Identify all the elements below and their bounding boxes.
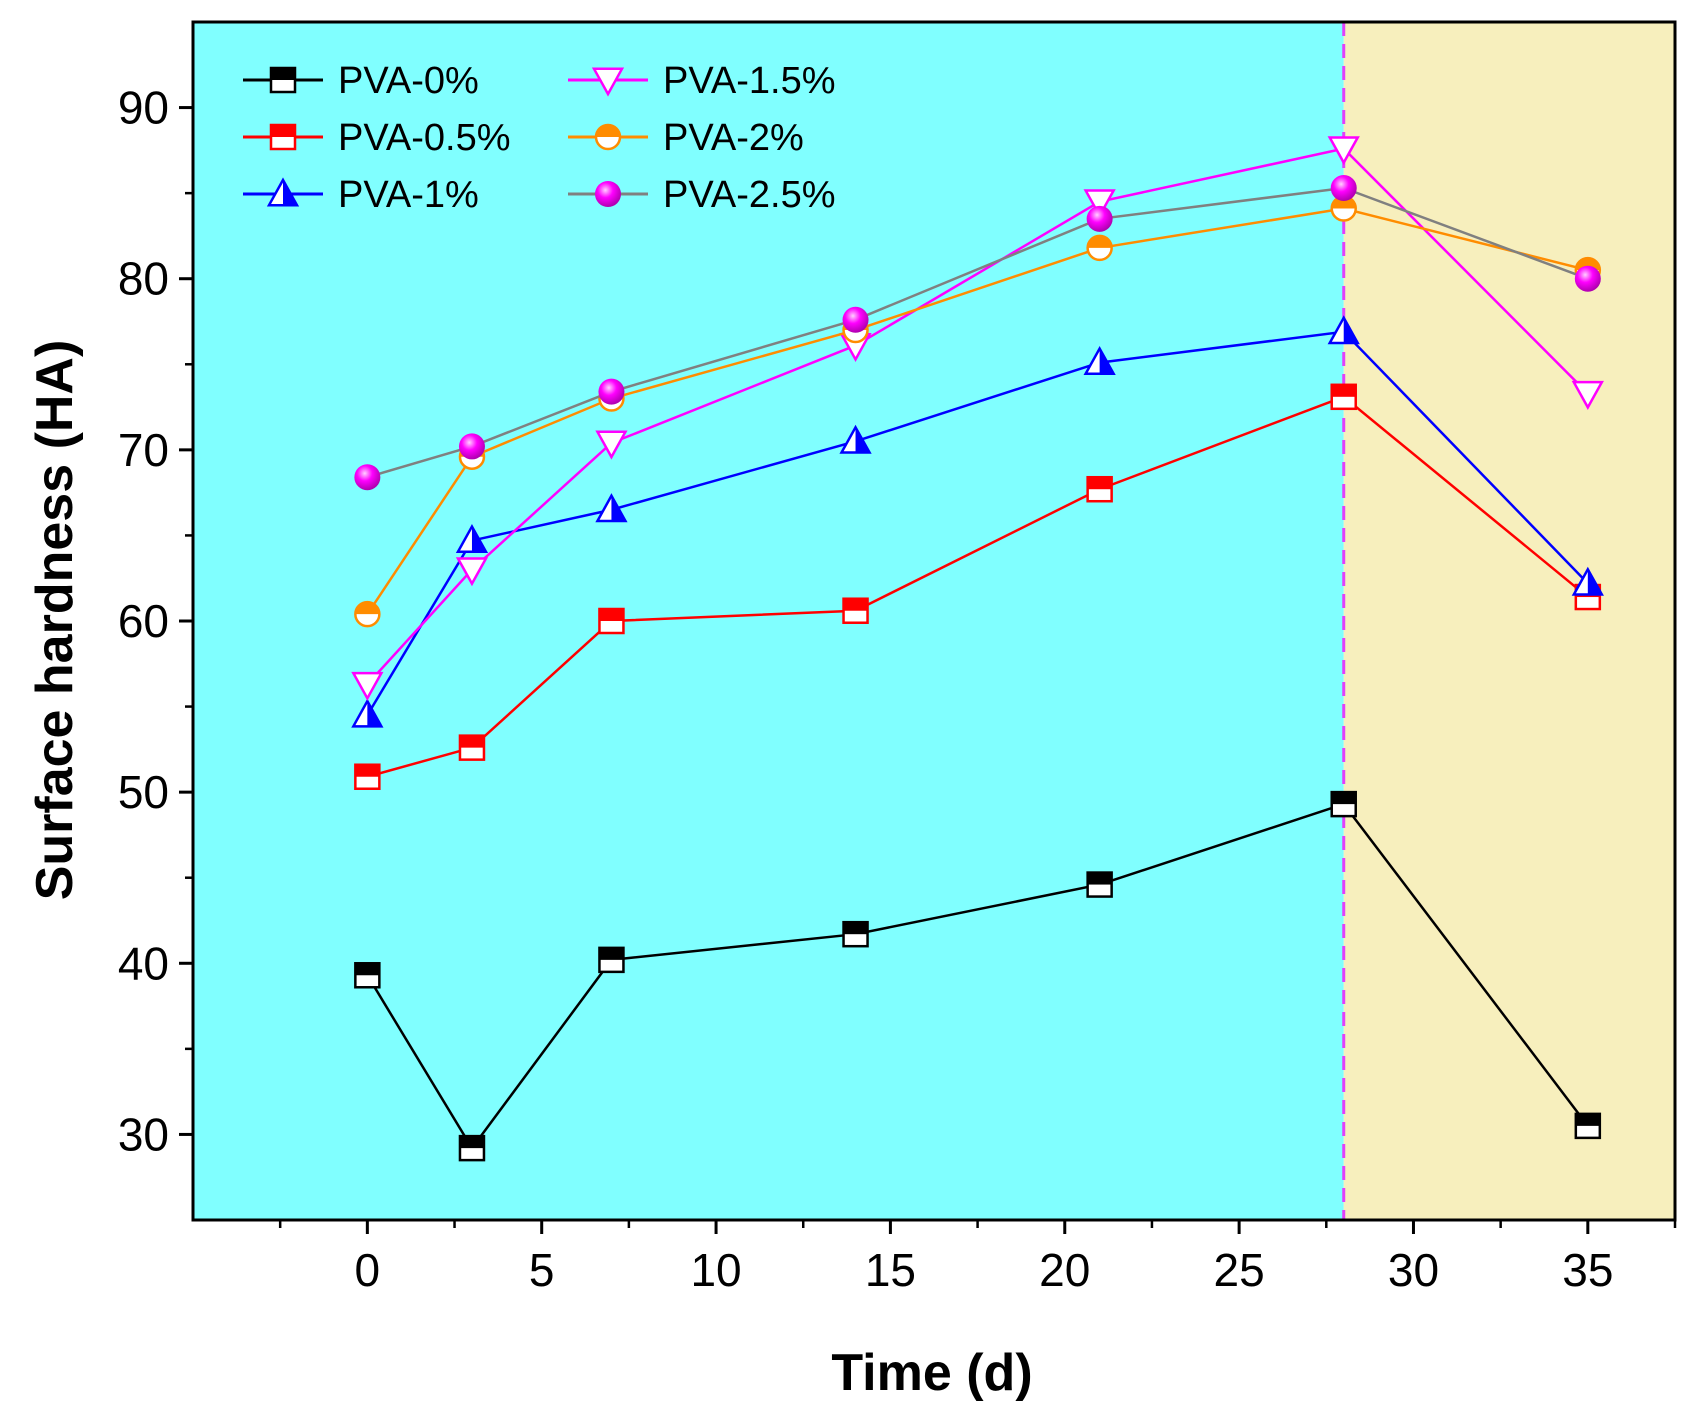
data-point [458,433,485,460]
y-tick-label: 30 [118,1108,169,1160]
legend-marker [269,66,297,94]
legend-marker [266,177,300,207]
legend-marker [594,123,622,151]
y-tick-label: 50 [118,766,169,818]
series-PVA-1% [351,315,1604,728]
legend-entry: PVA-1% [243,174,479,216]
data-point [595,493,628,523]
data-point [354,763,381,790]
x-tick-label: 30 [1388,1244,1439,1296]
legend-entry: PVA-2% [568,117,804,159]
legend-marker [591,67,625,97]
legend-entry: PVA-1.5% [568,60,835,102]
data-point [351,698,384,728]
data-point [354,962,381,989]
background-region-2 [1343,22,1675,1220]
legend-entry: PVA-0.5% [243,117,510,159]
y-tick-label: 40 [118,937,169,989]
series-layer [351,136,1604,1162]
background-region-1 [193,22,1344,1220]
legend-label: PVA-1.5% [663,60,835,102]
legend-label: PVA-0% [338,60,479,102]
data-point [1571,380,1604,410]
x-tick-label: 15 [865,1244,916,1296]
data-point [458,734,486,761]
data-point [1327,315,1360,345]
data-point [351,671,384,701]
y-tick-label: 90 [118,82,169,134]
legend-marker [595,181,621,207]
series-PVA-0.5% [354,383,1602,790]
data-point [1330,195,1357,222]
legend-label: PVA-2.5% [663,174,835,216]
legend-label: PVA-1% [338,174,479,216]
data-point [1330,383,1357,411]
x-tick-label: 35 [1562,1244,1613,1296]
data-point [598,378,625,405]
data-point [842,306,869,333]
series-PVA-1.5% [351,136,1604,701]
data-point [1327,136,1360,166]
data-point [1086,205,1113,232]
legend-marker [269,123,297,151]
data-point [1574,265,1601,292]
x-tick-label: 20 [1039,1244,1090,1296]
legend-entry: PVA-2.5% [568,174,835,216]
data-point [458,1134,486,1162]
series-PVA-2.5% [354,175,1601,491]
legend-entry: PVA-0% [243,60,479,102]
data-point [1574,1112,1602,1140]
data-point [354,464,381,491]
data-point [839,424,872,454]
y-axis-title: Surface hardness (HA) [26,340,84,901]
x-tick-label: 10 [690,1244,741,1296]
legend-label: PVA-2% [663,117,804,159]
y-tick-label: 60 [118,595,169,647]
data-point [1086,234,1113,262]
x-tick-label: 5 [529,1244,555,1296]
data-point [455,523,489,554]
data-point [1086,871,1113,898]
series-PVA-0% [354,790,1602,1162]
plot-area [193,22,1675,1220]
axes: 0 5 10 15 20 25 30 35 30 40 50 60 70 80 90 [118,20,1677,1296]
legend: PVA-0% PVA-0.5% PVA-1% PVA-1.5% PVA-2% PVA-2.… [243,60,835,216]
data-point [842,597,869,624]
data-point [1083,189,1116,219]
y-tick-label: 70 [118,424,169,476]
data-point [842,920,869,948]
y-tick-label: 80 [118,253,169,305]
x-tick-label: 0 [355,1244,381,1296]
data-point [455,557,489,587]
legend-label: PVA-0.5% [338,117,510,159]
x-tick-label: 25 [1214,1244,1265,1296]
data-point [595,430,628,460]
data-point [354,600,381,628]
x-axis-title: Time (d) [831,1344,1032,1402]
data-point [598,607,625,635]
data-point [1330,175,1357,202]
data-point [1083,346,1116,376]
data-point [598,946,625,974]
data-point [1571,566,1604,596]
data-point [1086,475,1113,503]
data-point [1330,790,1357,818]
